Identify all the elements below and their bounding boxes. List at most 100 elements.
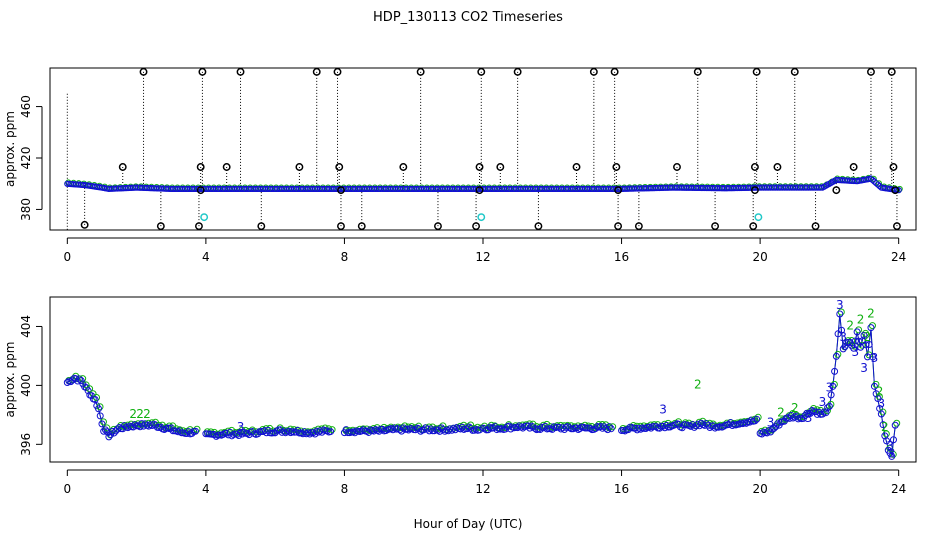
bottom-label-marker: 3 (819, 395, 827, 409)
bottom-label-marker: 2 (136, 407, 144, 421)
bottom-label-marker: 2 (867, 307, 875, 321)
top-outlier-point (477, 67, 486, 76)
top-x-axis: 0 4 8 12 16 20 24 (63, 237, 906, 264)
bottom-x-tick-label: 0 (63, 482, 71, 496)
bottom-y-tick-label: 404 (19, 315, 33, 338)
top-outlier-point (337, 222, 345, 231)
top-outlier-point (139, 67, 148, 76)
bottom-label-marker: 2 (846, 318, 854, 332)
top-panel: 0 4 8 12 16 20 24 380 420 460 approx. ppm (3, 67, 917, 264)
bottom-point-green (865, 351, 873, 359)
bottom-point (602, 424, 610, 432)
bottom-point (888, 452, 896, 460)
bottom-point-green (830, 380, 838, 388)
top-outlier-point (693, 67, 702, 76)
bottom-label-marker: 3 (659, 402, 667, 416)
bottom-point-green (103, 424, 111, 432)
bottom-point-green (165, 422, 173, 430)
bottom-label-marker: 2 (791, 401, 799, 415)
bottom-point (886, 449, 894, 457)
bottom-label-marker: 2 (857, 313, 865, 327)
top-outlier-point (892, 222, 901, 231)
bottom-point (566, 424, 574, 432)
top-outlier-point (357, 222, 366, 231)
top-outlier-point (572, 163, 581, 171)
bottom-point (94, 405, 102, 413)
top-outlier-point (887, 67, 896, 76)
top-outlier-point (749, 222, 758, 231)
top-outlier-point (337, 186, 345, 195)
bottom-point (417, 427, 425, 435)
bottom-point (753, 415, 761, 423)
bottom-point (531, 424, 539, 432)
bottom-point (865, 340, 873, 348)
top-outlier-point (475, 163, 484, 171)
bottom-label-marker: 3 (237, 420, 245, 434)
bottom-y-tick-label: 400 (19, 374, 33, 397)
bottom-label-marker: 3 (805, 411, 813, 425)
bottom-point (486, 423, 494, 431)
bottom-point-green (872, 380, 880, 388)
bottom-point (450, 424, 458, 432)
bottom-point (746, 418, 754, 426)
bottom-point (815, 408, 823, 416)
top-x-tick-label: 24 (891, 250, 906, 264)
top-y-tick-label: 460 (19, 95, 33, 118)
bottom-point (838, 326, 846, 334)
bottom-point (349, 428, 357, 436)
bottom-point (101, 426, 109, 434)
bottom-point-green (837, 308, 845, 316)
bottom-point (467, 424, 475, 432)
bottom-plot-frame (49, 296, 917, 463)
bottom-point (550, 423, 558, 431)
bottom-point (280, 427, 288, 435)
top-cyan-point (754, 213, 763, 222)
bottom-point (891, 421, 899, 429)
top-outlier-point (257, 222, 266, 231)
bottom-point (439, 426, 447, 434)
bottom-point (825, 402, 833, 410)
bottom-point-green (262, 425, 270, 433)
bottom-point (742, 419, 750, 427)
top-point (895, 186, 902, 194)
top-outlier-point (811, 222, 820, 231)
bottom-point (818, 410, 826, 418)
top-outlier-point (80, 220, 89, 229)
bottom-point-green (96, 403, 104, 411)
bottom-point (233, 430, 241, 438)
top-outlier-point (333, 67, 342, 76)
top-x-tick-label: 16 (614, 250, 629, 264)
bottom-point (879, 421, 887, 429)
bottom-point (836, 310, 844, 318)
bottom-point (387, 425, 395, 433)
top-outlier-point (711, 222, 720, 231)
bottom-point (379, 425, 387, 433)
bottom-label-marker: 3 (878, 396, 886, 410)
bottom-point (472, 425, 480, 433)
bottom-point (436, 427, 444, 435)
top-x-tick-label: 0 (63, 250, 71, 264)
bottom-point (874, 394, 882, 402)
bottom-point (98, 420, 106, 428)
bottom-x-tick-label: 24 (891, 482, 906, 496)
top-outlier-point (472, 222, 481, 231)
bottom-point (694, 420, 702, 428)
bottom-point (725, 420, 733, 428)
bottom-point (119, 425, 127, 433)
bottom-x-axis: 0 4 8 12 16 20 24 (63, 469, 906, 496)
top-outlier-point (773, 163, 782, 171)
bottom-point (881, 432, 889, 440)
bottom-point (853, 328, 861, 336)
bottom-point (96, 412, 104, 420)
top-outlier-point (399, 163, 408, 171)
top-outlier-point (612, 163, 621, 171)
top-outlier-point (610, 67, 619, 76)
x-axis-label: Hour of Day (UTC) (414, 517, 523, 531)
bottom-point-green (754, 413, 762, 421)
top-outlier-point (156, 222, 165, 231)
bottom-point (327, 428, 335, 436)
top-x-tick-label: 20 (752, 250, 767, 264)
top-outlier-point (750, 163, 759, 171)
bottom-point-green (193, 425, 201, 433)
